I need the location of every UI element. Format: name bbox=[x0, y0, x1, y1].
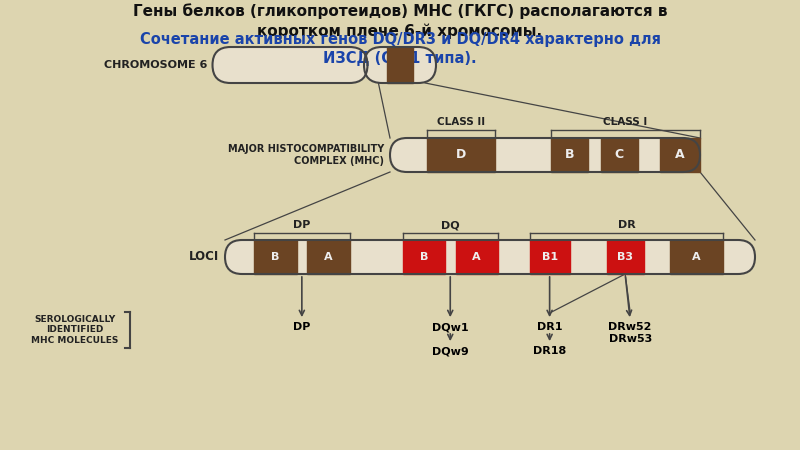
Text: B: B bbox=[419, 252, 428, 262]
Bar bbox=[606, 240, 644, 274]
Text: CLASS I: CLASS I bbox=[603, 117, 648, 127]
Bar bbox=[670, 240, 723, 274]
FancyBboxPatch shape bbox=[213, 47, 367, 83]
Bar bbox=[455, 240, 498, 274]
Text: MAJOR HISTOCOMPATIBILITY
COMPLEX (MHC): MAJOR HISTOCOMPATIBILITY COMPLEX (MHC) bbox=[228, 144, 384, 166]
Text: LOCI: LOCI bbox=[189, 251, 219, 264]
Text: B1: B1 bbox=[542, 252, 558, 262]
Text: DQ: DQ bbox=[441, 220, 459, 230]
Bar bbox=[387, 47, 413, 83]
Bar bbox=[307, 240, 350, 274]
Text: DR: DR bbox=[618, 220, 635, 230]
FancyBboxPatch shape bbox=[364, 47, 436, 83]
Bar bbox=[530, 240, 570, 274]
Text: DP: DP bbox=[293, 220, 310, 230]
Text: DRw52: DRw52 bbox=[609, 322, 652, 332]
FancyBboxPatch shape bbox=[390, 138, 700, 172]
Text: B: B bbox=[565, 148, 574, 162]
Text: DRw53: DRw53 bbox=[609, 334, 652, 344]
Text: A: A bbox=[473, 252, 481, 262]
Bar bbox=[551, 138, 588, 172]
Text: DR18: DR18 bbox=[533, 346, 566, 356]
Text: CLASS II: CLASS II bbox=[438, 117, 486, 127]
Bar bbox=[601, 138, 638, 172]
Text: DQw1: DQw1 bbox=[432, 322, 469, 332]
Text: D: D bbox=[456, 148, 466, 162]
Text: CHROMOSOME 6: CHROMOSOME 6 bbox=[104, 60, 207, 70]
Text: Гены белков (гликопротеидов) МНС (ГКГС) располагаются в
коротком плече 6-й хромо: Гены белков (гликопротеидов) МНС (ГКГС) … bbox=[133, 3, 667, 39]
FancyBboxPatch shape bbox=[225, 240, 755, 274]
Text: A: A bbox=[692, 252, 701, 262]
Bar bbox=[660, 138, 700, 172]
Text: B: B bbox=[271, 252, 279, 262]
Text: A: A bbox=[324, 252, 333, 262]
Text: Сочетание активных генов DQ/DR3 и DQ/DR4 характерно для
ИЗСД (СД 1 типа).: Сочетание активных генов DQ/DR3 и DQ/DR4… bbox=[139, 32, 661, 66]
Text: B3: B3 bbox=[617, 252, 633, 262]
Text: A: A bbox=[675, 148, 685, 162]
Bar bbox=[427, 138, 495, 172]
Bar bbox=[254, 240, 297, 274]
Text: DR1: DR1 bbox=[537, 322, 562, 332]
Bar bbox=[402, 240, 445, 274]
Text: DP: DP bbox=[293, 322, 310, 332]
Text: DQw9: DQw9 bbox=[432, 346, 469, 356]
Text: SEROLOGICALLY
IDENTIFIED
MHC MOLECULES: SEROLOGICALLY IDENTIFIED MHC MOLECULES bbox=[31, 315, 118, 345]
Text: C: C bbox=[615, 148, 624, 162]
